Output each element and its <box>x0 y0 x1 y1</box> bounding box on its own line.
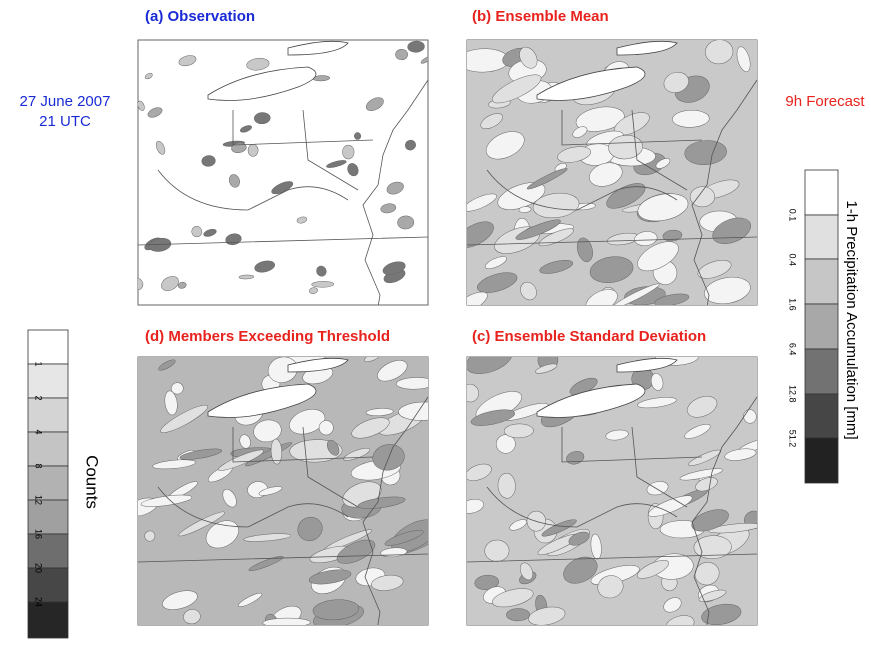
colorbar-tick-label: 2 <box>34 395 44 400</box>
colorbar-tick-label: 51.2 <box>788 430 798 448</box>
color-box <box>28 602 68 638</box>
color-box <box>805 259 838 304</box>
color-box <box>805 215 838 259</box>
colorbar-tick-label: 1 <box>34 361 44 366</box>
color-box <box>28 432 68 466</box>
precip-area <box>312 281 334 287</box>
map-panel <box>459 340 768 641</box>
date-label: 27 June 2007 <box>20 93 111 110</box>
colorbar-tick-label: 0.1 <box>788 209 798 222</box>
colorbar-tick-label: 4 <box>34 429 44 434</box>
map-panel <box>124 347 447 641</box>
figure: 27 June 2007 21 UTC 9h Forecast (a) Obse… <box>0 0 871 641</box>
map-content <box>124 347 447 641</box>
color-box <box>805 349 838 394</box>
colorbar-label: 1-h Precipitation Accumulation [mm] <box>843 200 860 439</box>
map-content <box>459 340 768 641</box>
map-panel <box>132 40 432 345</box>
precip-area <box>395 49 408 60</box>
colorbar-tick-label: 6.4 <box>788 343 798 356</box>
map-panel <box>450 38 757 345</box>
precip-colorbar <box>805 170 838 483</box>
color-box <box>28 398 68 432</box>
time-label: 21 UTC <box>39 113 91 130</box>
colorbar-tick-label: 12 <box>34 495 44 505</box>
precip-area <box>319 420 334 435</box>
panel-title: (c) Ensemble Standard Deviation <box>472 328 706 345</box>
color-box <box>28 330 68 364</box>
colorbar-tick-label: 20 <box>34 563 44 573</box>
colorbar-tick-label: 12.8 <box>788 385 798 403</box>
panel-title: (d) Members Exceeding Threshold <box>145 328 390 345</box>
colorbar-tick-label: 1.6 <box>788 298 798 311</box>
color-box <box>805 394 838 438</box>
colorbar-tick-label: 0.4 <box>788 253 798 266</box>
precip-area <box>506 608 530 621</box>
panel-title: (a) Observation <box>145 8 255 25</box>
colorbar-tick-label: 24 <box>34 597 44 607</box>
counts-colorbar <box>28 330 68 638</box>
color-box <box>28 364 68 398</box>
colorbar-tick-label: 16 <box>34 529 44 539</box>
precip-area <box>248 144 258 156</box>
panel-title: (b) Ensemble Mean <box>472 8 609 25</box>
color-box <box>805 170 838 215</box>
precip-area <box>484 540 509 562</box>
color-box <box>805 438 838 483</box>
colorbar-tick-label: 8 <box>34 463 44 468</box>
map-content <box>450 38 757 345</box>
color-box <box>805 304 838 349</box>
colorbar-label: Counts <box>83 455 102 509</box>
precip-area <box>342 145 354 159</box>
forecast-label: 9h Forecast <box>785 93 865 110</box>
precip-area <box>690 186 715 207</box>
